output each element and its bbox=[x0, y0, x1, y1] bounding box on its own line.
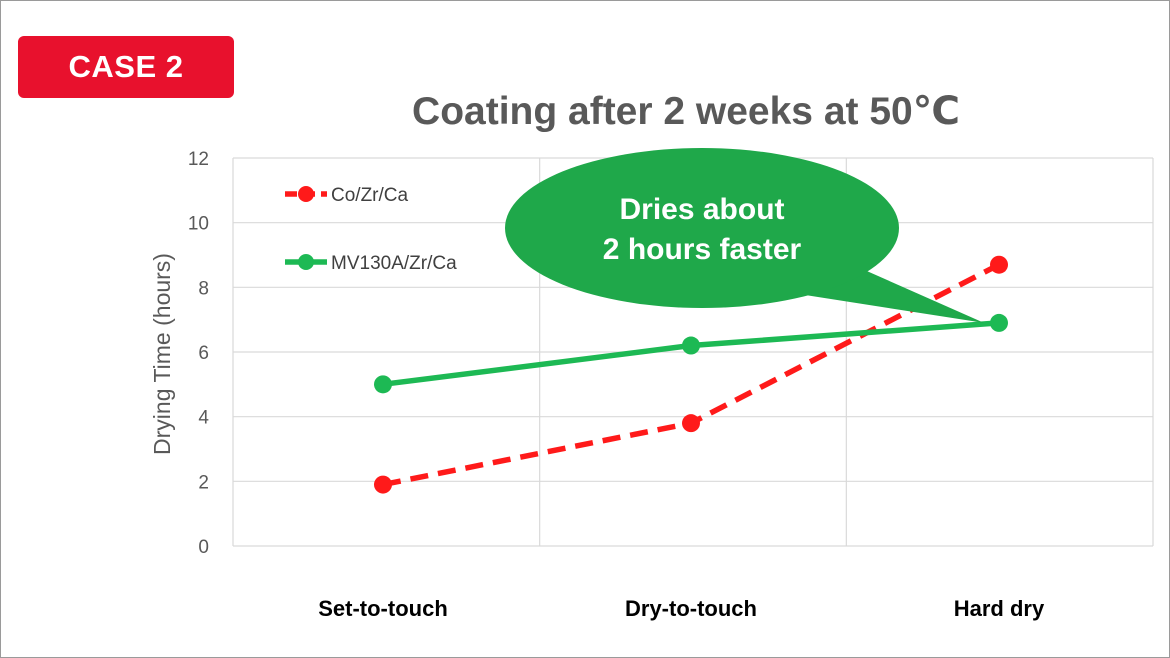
legend-marker bbox=[298, 186, 314, 202]
data-point bbox=[682, 336, 700, 355]
y-tick-label: 8 bbox=[198, 278, 209, 299]
y-tick-labels: 0 2 4 6 8 10 12 bbox=[188, 149, 210, 558]
legend-label: MV130A/Zr/Ca bbox=[331, 253, 457, 274]
data-point bbox=[990, 313, 1008, 332]
y-axis-title: Drying Time (hours) bbox=[149, 253, 175, 455]
chart-title: Coating after 2 weeks at 50℃ bbox=[412, 90, 960, 133]
x-category-labels: Set-to-touch Dry-to-touch Hard dry bbox=[318, 596, 1045, 621]
y-tick-label: 10 bbox=[188, 214, 209, 235]
x-category-label: Set-to-touch bbox=[318, 596, 448, 621]
y-tick-label: 0 bbox=[198, 537, 209, 558]
callout-bubble bbox=[505, 148, 899, 308]
legend-label: Co/Zr/Ca bbox=[331, 185, 409, 206]
series-lines bbox=[374, 255, 1008, 494]
legend-item: MV130A/Zr/Ca bbox=[285, 253, 457, 274]
legend-marker bbox=[298, 254, 314, 270]
case-badge: CASE 2 bbox=[18, 36, 234, 98]
legend-item: Co/Zr/Ca bbox=[285, 185, 409, 206]
y-tick-label: 2 bbox=[198, 472, 209, 493]
y-tick-label: 6 bbox=[198, 343, 209, 364]
callout: Dries about 2 hours faster bbox=[505, 148, 984, 323]
data-point bbox=[682, 414, 700, 433]
x-category-label: Dry-to-touch bbox=[625, 596, 757, 621]
x-category-label: Hard dry bbox=[954, 596, 1045, 621]
y-tick-label: 12 bbox=[188, 149, 209, 170]
data-point bbox=[374, 475, 392, 494]
data-point bbox=[374, 375, 392, 394]
case-badge-label: CASE 2 bbox=[68, 49, 184, 84]
data-point bbox=[990, 255, 1008, 274]
grid-lines bbox=[232, 157, 1154, 547]
callout-text-line: 2 hours faster bbox=[603, 233, 802, 266]
legend: Co/Zr/Ca MV130A/Zr/Ca bbox=[285, 185, 457, 274]
callout-text-line: Dries about bbox=[619, 193, 784, 226]
series-1 bbox=[374, 313, 1008, 394]
series-0 bbox=[374, 255, 1008, 494]
y-tick-label: 4 bbox=[198, 408, 209, 429]
